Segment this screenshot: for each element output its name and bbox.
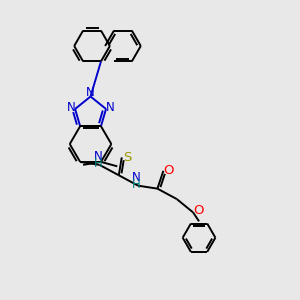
Text: N: N bbox=[132, 171, 141, 184]
Text: N: N bbox=[94, 150, 102, 163]
Text: H: H bbox=[94, 157, 102, 170]
Text: H: H bbox=[132, 178, 141, 191]
Text: N: N bbox=[106, 101, 115, 114]
Text: O: O bbox=[164, 164, 174, 177]
Text: N: N bbox=[86, 86, 95, 99]
Text: S: S bbox=[123, 151, 131, 164]
Text: O: O bbox=[193, 204, 204, 218]
Text: N: N bbox=[67, 101, 75, 114]
